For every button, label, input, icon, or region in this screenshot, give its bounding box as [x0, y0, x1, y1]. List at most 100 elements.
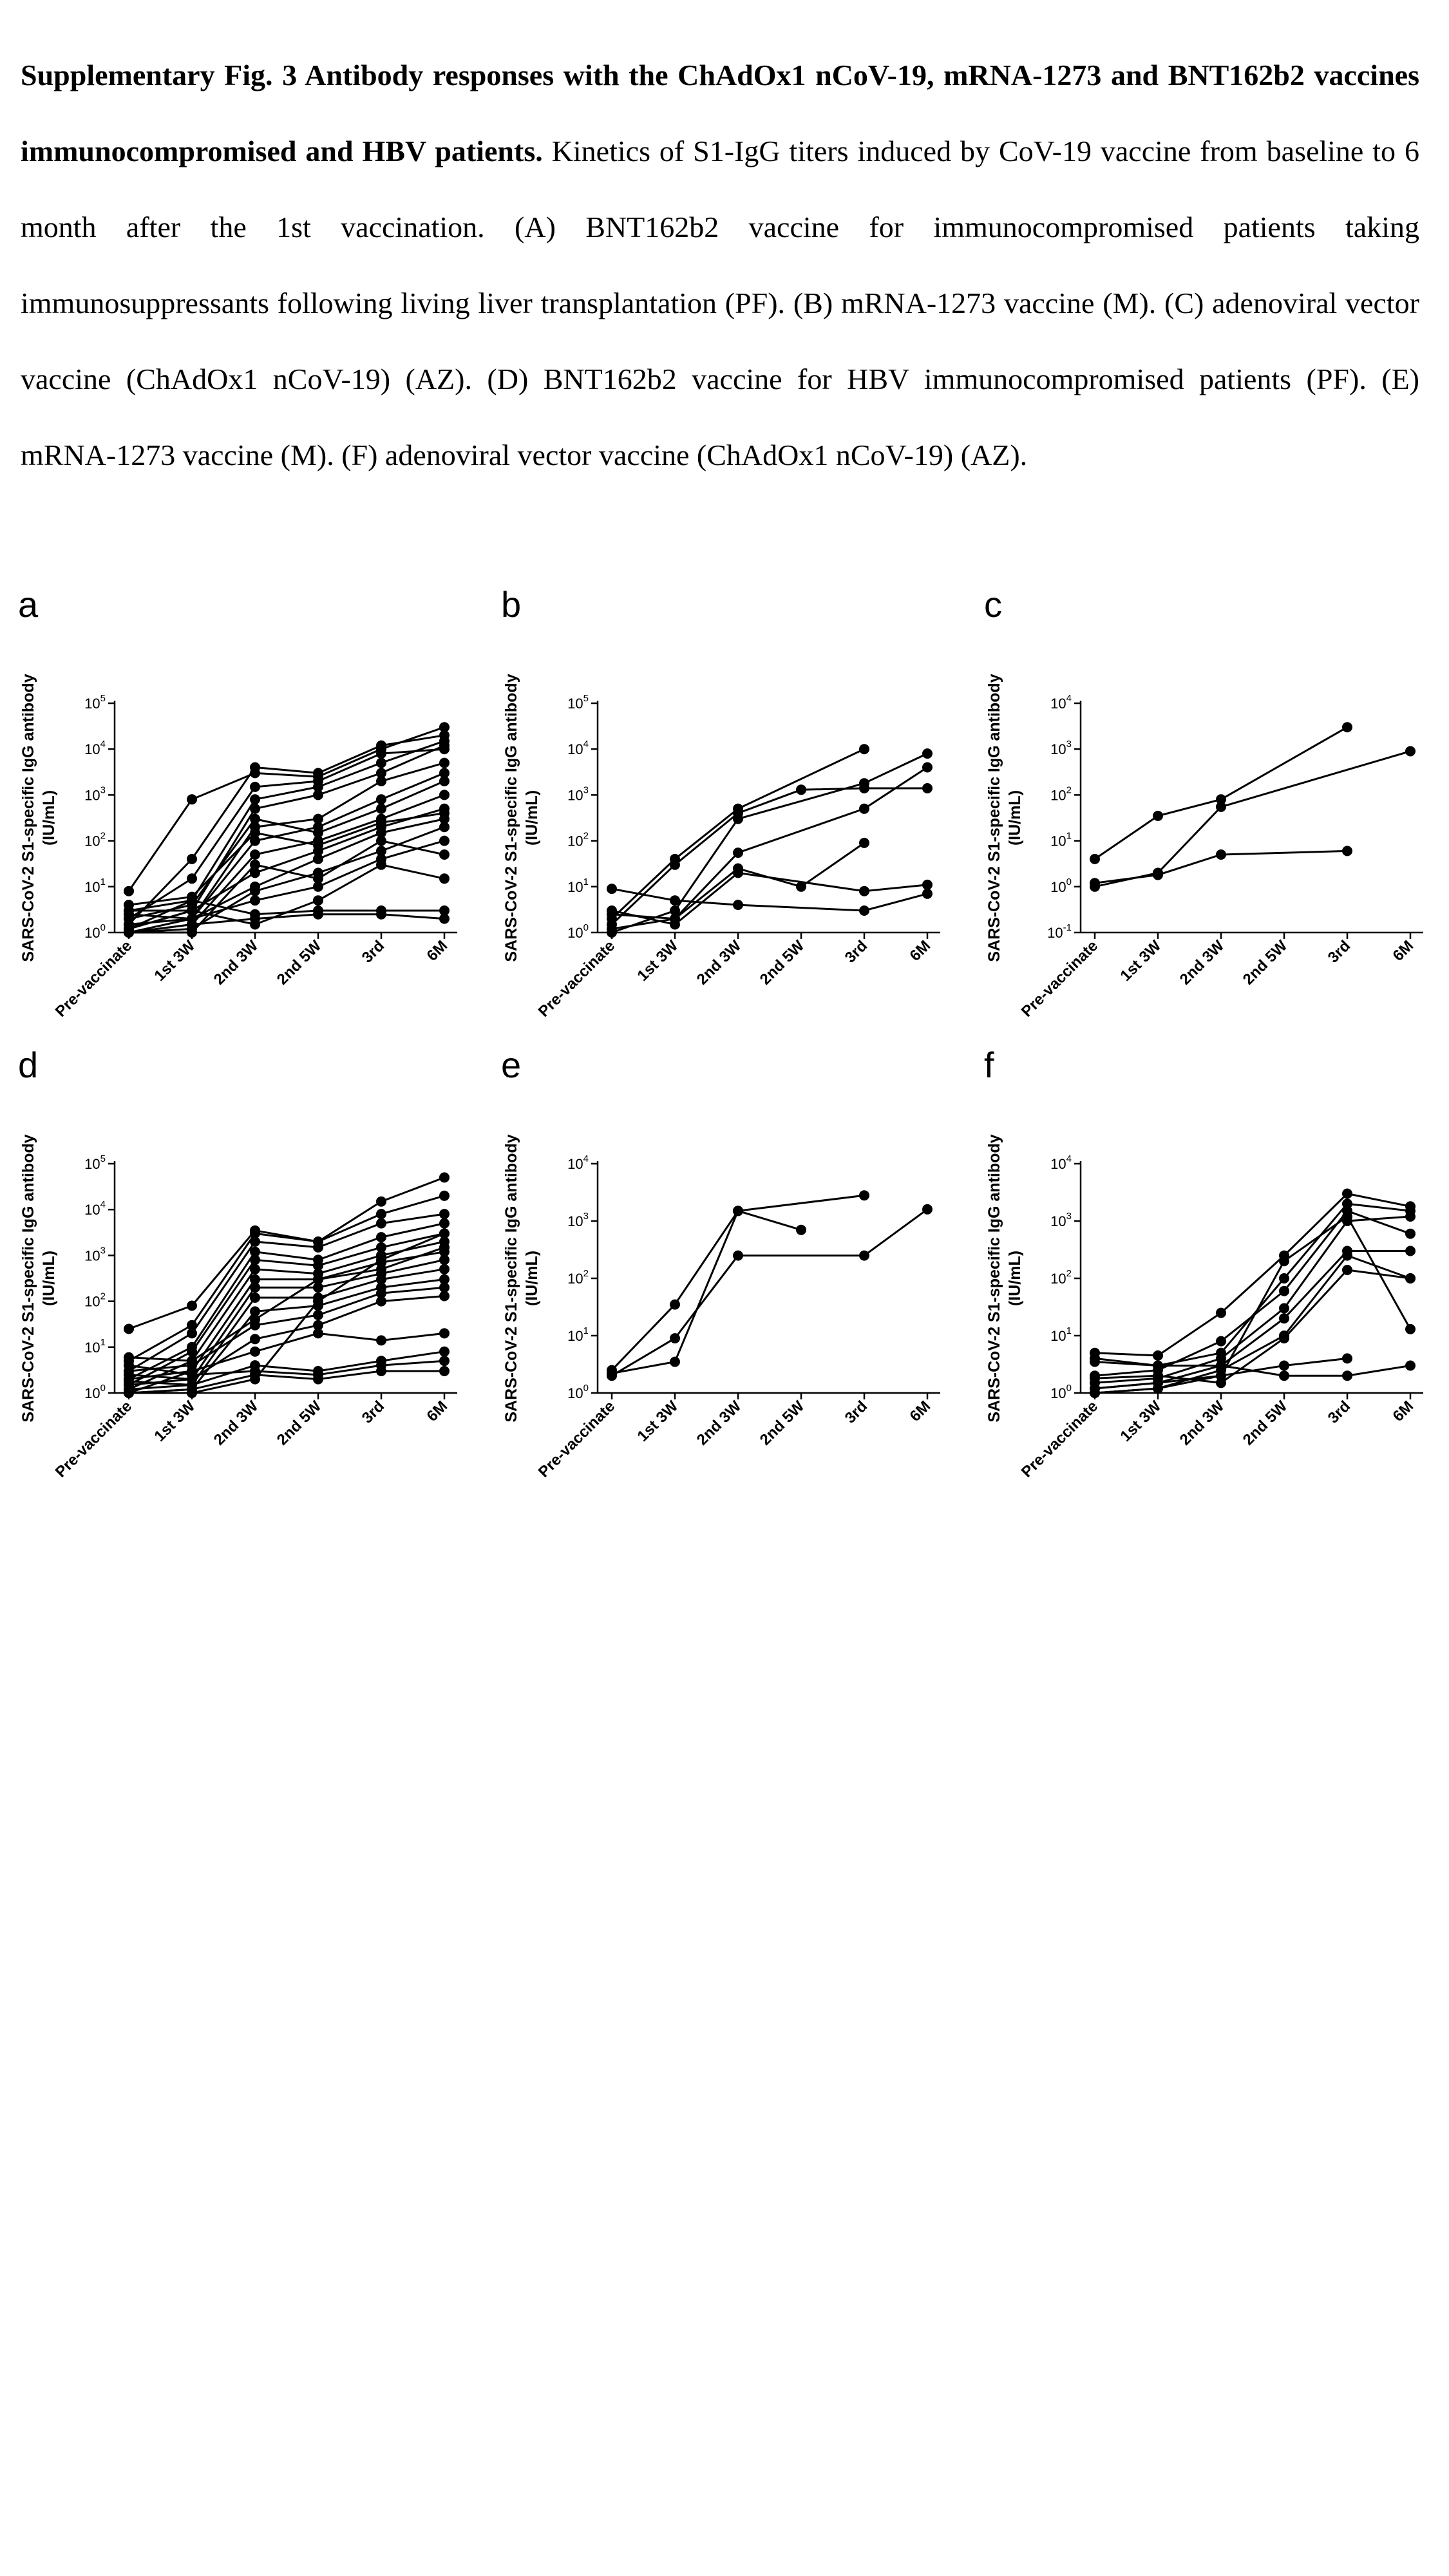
- x-tick-label: Pre-vaccinate: [535, 937, 618, 1020]
- data-point: [187, 1369, 197, 1380]
- x-tick-label: 1st 3W: [634, 937, 681, 985]
- y-tick-label: 103: [84, 784, 106, 803]
- data-point: [187, 1388, 197, 1398]
- data-point: [607, 1370, 617, 1381]
- data-point: [439, 757, 450, 768]
- y-tick-label: 102: [567, 1268, 589, 1287]
- data-point: [670, 1299, 680, 1310]
- caption-title: Supplementary Fig. 3 Antibody responses …: [21, 59, 1419, 167]
- data-point: [1405, 1228, 1416, 1239]
- data-point: [250, 1306, 260, 1317]
- data-point: [1279, 1360, 1289, 1371]
- x-tick-label: 2nd 3W: [1177, 937, 1228, 989]
- data-point: [733, 848, 743, 858]
- x-tick-label: 1st 3W: [151, 1397, 198, 1445]
- figure-caption: Supplementary Fig. 3 Antibody responses …: [21, 37, 1419, 493]
- data-point: [313, 790, 323, 800]
- data-point: [187, 905, 197, 916]
- data-point: [439, 1274, 450, 1285]
- panel-letter: e: [501, 1045, 521, 1085]
- data-point: [250, 1264, 260, 1274]
- data-point: [376, 1360, 386, 1371]
- data-point: [733, 867, 743, 878]
- y-tick-label: 101: [84, 876, 106, 895]
- data-point: [439, 835, 450, 846]
- y-tick-label: 105: [84, 693, 106, 712]
- y-tick-label: 101: [84, 1337, 106, 1356]
- x-tick-label: 3rd: [1325, 1397, 1354, 1427]
- data-point: [670, 1356, 680, 1367]
- series-line: [1094, 726, 1348, 860]
- y-tick-label: 104: [567, 1153, 589, 1172]
- data-point: [1153, 869, 1163, 880]
- x-tick-label: Pre-vaccinate: [535, 1397, 618, 1481]
- data-point: [187, 919, 197, 930]
- y-tick-label: 100: [1050, 876, 1072, 895]
- panel-letter: c: [984, 584, 1002, 625]
- data-point: [1405, 1360, 1416, 1371]
- series-line: [128, 1222, 445, 1380]
- data-point: [439, 808, 450, 819]
- y-axis-label: SARS-CoV-2 S1-specific IgG antibody (IU/m…: [502, 1134, 541, 1422]
- y-tick-label: 101: [567, 1325, 589, 1344]
- series-line: [129, 1233, 445, 1394]
- chart-panel-b: b SARS-CoV-2 S1-specific IgG antibody (IU/…: [501, 584, 940, 1021]
- data-point: [313, 853, 323, 864]
- data-point: [250, 1314, 260, 1325]
- data-point: [376, 776, 386, 786]
- data-point: [439, 768, 450, 779]
- x-tick-label: 6M: [907, 1397, 934, 1425]
- data-point: [376, 1296, 386, 1307]
- data-point: [1216, 1378, 1226, 1388]
- series-line: [128, 1268, 445, 1387]
- data-point: [922, 879, 933, 890]
- y-tick-label: 101: [567, 876, 589, 895]
- data-point: [670, 1333, 680, 1344]
- data-point: [439, 1328, 450, 1339]
- data-point: [250, 849, 260, 860]
- data-point: [250, 1228, 260, 1239]
- data-point: [439, 776, 450, 786]
- series-line: [1094, 1269, 1411, 1384]
- data-point: [250, 803, 260, 814]
- data-point: [313, 1282, 323, 1293]
- data-point: [1090, 1356, 1100, 1367]
- data-point: [1153, 1383, 1163, 1394]
- x-tick-label: 2nd 5W: [1240, 1397, 1291, 1449]
- series-line: [129, 840, 445, 934]
- series-line: [128, 1176, 445, 1330]
- data-point: [1405, 1273, 1416, 1283]
- data-point: [250, 895, 260, 906]
- data-point: [1279, 1303, 1289, 1314]
- series-line: [1094, 1361, 1411, 1377]
- series-line: [611, 887, 928, 912]
- series-line: [128, 780, 445, 920]
- data-point: [376, 817, 386, 828]
- series-line: [128, 1195, 445, 1362]
- data-point: [250, 828, 260, 838]
- series-line: [128, 812, 445, 906]
- x-tick-label: 3rd: [359, 1397, 388, 1427]
- series-line: [611, 787, 927, 925]
- data-point: [376, 748, 386, 759]
- y-axis-label: SARS-CoV-2 S1-specific IgG antibody (IU/m…: [985, 1134, 1024, 1422]
- y-tick-label: 101: [1050, 831, 1072, 849]
- series-line: [128, 726, 445, 892]
- x-tick-label: 1st 3W: [634, 1397, 681, 1445]
- data-point: [796, 1224, 806, 1235]
- data-point: [733, 1206, 743, 1217]
- data-point: [439, 905, 450, 916]
- x-tick-label: 2nd 3W: [211, 1397, 262, 1449]
- data-point: [439, 1209, 450, 1220]
- data-point: [1216, 1370, 1226, 1381]
- series-line: [128, 1286, 445, 1372]
- data-point: [376, 828, 386, 838]
- data-point: [439, 1228, 450, 1239]
- x-tick-label: 2nd 3W: [1177, 1397, 1228, 1449]
- y-tick-label: 100: [84, 922, 106, 941]
- data-point: [1405, 746, 1416, 757]
- x-tick-label: 2nd 5W: [274, 1397, 325, 1449]
- series-line: [128, 1350, 445, 1390]
- y-tick-label: 104: [84, 739, 106, 757]
- data-point: [376, 1255, 386, 1265]
